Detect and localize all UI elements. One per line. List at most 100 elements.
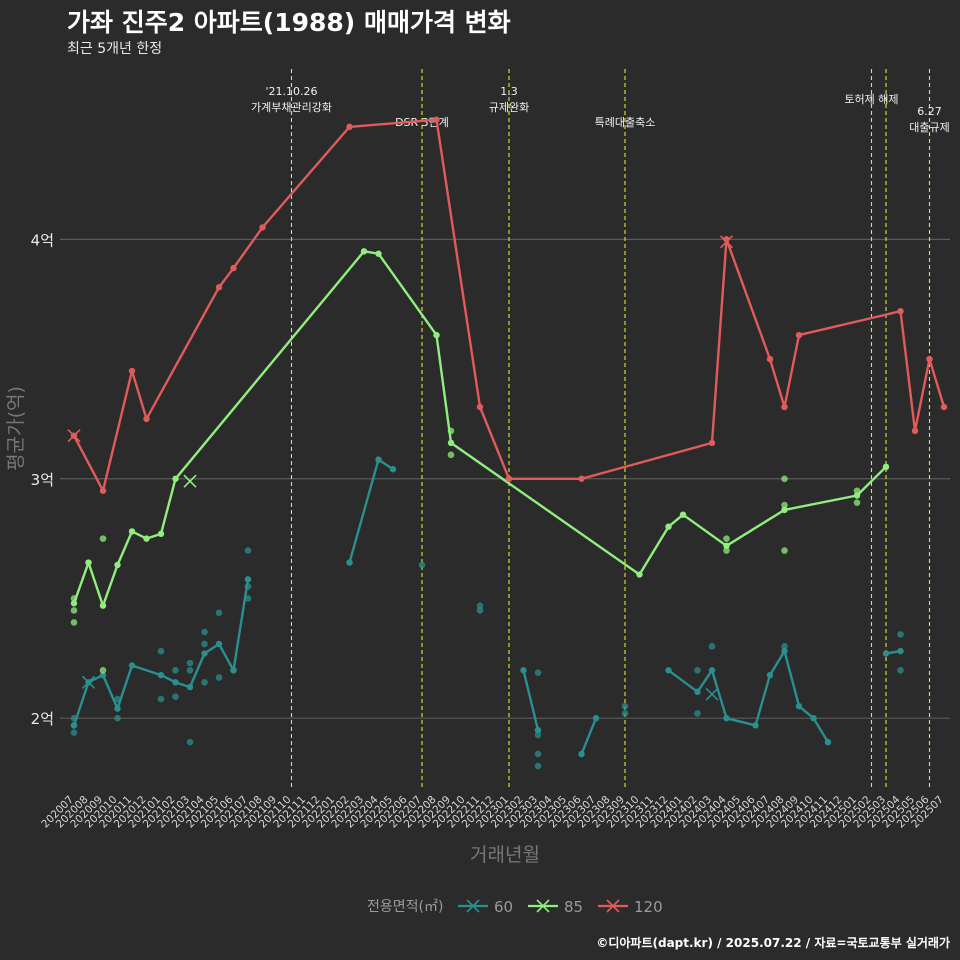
chart-subtitle: 최근 5개년 한정 — [67, 41, 163, 57]
line-point-120 — [433, 116, 440, 123]
line-point-60 — [578, 750, 585, 758]
line-point-60 — [592, 714, 600, 722]
line-point-120 — [781, 403, 788, 411]
event-label: 토허제 해제 — [844, 92, 898, 106]
line-point-60 — [824, 738, 832, 746]
marker-stroke — [183, 474, 197, 488]
line-point-120 — [128, 367, 136, 375]
line-point-120 — [230, 264, 237, 272]
data-point-85 — [70, 619, 78, 626]
line-point-60 — [114, 705, 121, 712]
line-point-60 — [694, 688, 701, 696]
line-point-60 — [70, 722, 78, 729]
data-point-60 — [418, 561, 426, 569]
line-point-60 — [186, 683, 194, 691]
line-point-85 — [679, 511, 687, 518]
line-point-85 — [143, 535, 150, 542]
line-point-60 — [157, 671, 165, 679]
y-tick-label: 2억 — [31, 710, 54, 728]
data-point-60 — [534, 750, 542, 758]
event-label: 대출규제 — [909, 121, 949, 134]
line-point-85 — [433, 331, 440, 339]
marker-stroke — [719, 235, 734, 249]
line-point-85 — [882, 463, 890, 471]
line-point-120 — [926, 355, 933, 363]
x-axis-title: 거래년월 — [470, 844, 540, 866]
line-point-85 — [114, 561, 121, 569]
line-point-60 — [723, 714, 730, 722]
legend-marker-120 — [606, 899, 620, 913]
line-point-85 — [723, 542, 730, 550]
data-point-60 — [897, 666, 904, 674]
legend-marker-85 — [536, 899, 550, 913]
data-point-60 — [114, 714, 121, 722]
highlight-marker-120 — [67, 429, 81, 443]
data-point-60 — [157, 647, 165, 655]
line-point-120 — [766, 355, 774, 363]
data-point-60 — [186, 666, 194, 674]
event-label: '21.10.26 — [265, 85, 317, 98]
line-point-85 — [172, 475, 179, 482]
event-label: 1.3 — [500, 85, 518, 98]
line-point-60 — [897, 647, 904, 655]
highlight-marker-60 — [705, 687, 719, 701]
legend-marker-60 — [466, 899, 480, 913]
line-point-60 — [230, 667, 237, 674]
series-line-60 — [522, 670, 540, 731]
data-point-85 — [723, 547, 730, 554]
line-point-85 — [70, 600, 78, 607]
data-point-60 — [215, 674, 223, 681]
data-point-60 — [215, 609, 223, 617]
marker-stroke — [67, 429, 81, 443]
data-point-60 — [244, 547, 252, 554]
line-point-120 — [940, 403, 948, 411]
event-label: 가계부채관리강화 — [251, 101, 332, 114]
data-point-60 — [476, 607, 484, 614]
legend-title: 전용면적(㎡) — [367, 899, 443, 915]
line-point-60 — [534, 726, 542, 734]
line-point-60 — [128, 662, 136, 669]
y-axis-title: 평균가(억) — [5, 386, 27, 471]
data-point-60 — [781, 643, 788, 650]
line-point-120 — [143, 415, 150, 423]
marker-stroke — [81, 675, 96, 689]
data-point-60 — [186, 738, 194, 746]
line-point-60 — [882, 650, 890, 657]
line-point-120 — [476, 403, 484, 411]
highlight-marker-120 — [719, 235, 734, 249]
series-line-60 — [667, 649, 830, 743]
line-point-60 — [99, 671, 107, 679]
data-point-60 — [621, 710, 629, 717]
legend-label-85: 85 — [564, 898, 583, 916]
line-point-60 — [389, 465, 397, 473]
line-point-85 — [636, 571, 643, 578]
highlight-marker-85 — [183, 474, 197, 488]
data-point-60 — [201, 640, 208, 648]
event-label: 6.27 — [917, 105, 942, 118]
line-point-85 — [447, 439, 455, 447]
line-point-120 — [708, 439, 716, 447]
data-point-60 — [172, 693, 179, 700]
highlight-marker-60 — [81, 675, 96, 689]
data-point-85 — [70, 607, 78, 614]
line-point-60 — [708, 667, 716, 674]
line-point-60 — [781, 647, 788, 655]
chart-title: 가좌 진주2 아파트(1988) 매매가격 변화 — [67, 8, 511, 37]
series-line-60 — [348, 458, 394, 563]
data-point-85 — [99, 666, 107, 674]
line-point-120 — [578, 475, 585, 482]
legend-label-60: 60 — [494, 898, 513, 916]
line-point-85 — [85, 559, 92, 566]
legend-label-120: 120 — [634, 898, 663, 916]
data-point-60 — [534, 669, 542, 676]
line-point-85 — [360, 248, 368, 255]
y-tick-label: 4억 — [31, 231, 54, 249]
data-point-60 — [694, 710, 701, 717]
line-point-85 — [781, 506, 788, 514]
data-point-60 — [897, 631, 904, 638]
event-label: 특례대출축소 — [595, 116, 656, 129]
data-point-60 — [201, 628, 208, 636]
line-point-85 — [99, 602, 107, 609]
line-point-85 — [157, 530, 165, 538]
